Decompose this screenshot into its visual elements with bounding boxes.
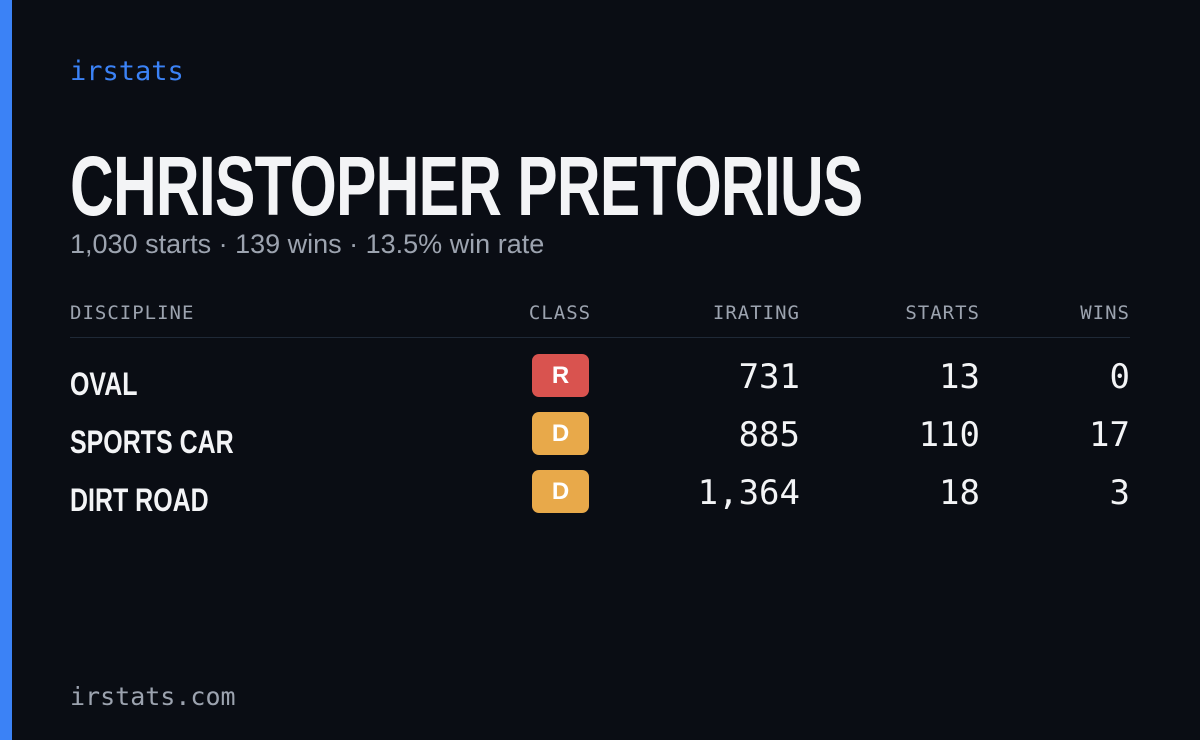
driver-summary: 1,030 starts · 139 wins · 13.5% win rate — [70, 229, 545, 259]
discipline: DIRT ROAD — [70, 482, 209, 518]
column-header: DISCIPLINE — [70, 302, 195, 324]
class-badge: R — [532, 354, 589, 397]
footer: irstats.com — [70, 682, 236, 711]
starts: 13 — [939, 357, 980, 397]
brand: irstats — [70, 56, 184, 87]
column-header: IRATING — [712, 302, 800, 324]
starts: 110 — [918, 415, 980, 455]
irating: 885 — [738, 415, 800, 455]
driver-name: CHRISTOPHER PRETORIUS — [70, 139, 863, 233]
column-header: CLASS — [528, 302, 592, 324]
discipline: OVAL — [70, 366, 138, 402]
starts: 18 — [939, 473, 980, 513]
column-header: STARTS — [905, 302, 980, 324]
discipline: SPORTS CAR — [70, 424, 234, 460]
header-rule — [70, 337, 1130, 338]
wins: 17 — [1089, 415, 1130, 455]
accent-bar — [0, 0, 12, 740]
column-header: WINS — [1080, 302, 1130, 324]
wins: 0 — [1109, 357, 1130, 397]
irating: 731 — [738, 357, 800, 397]
irating: 1,364 — [697, 473, 800, 513]
wins: 3 — [1109, 473, 1130, 513]
class-badge: D — [532, 470, 589, 513]
class-badge: D — [532, 412, 589, 455]
